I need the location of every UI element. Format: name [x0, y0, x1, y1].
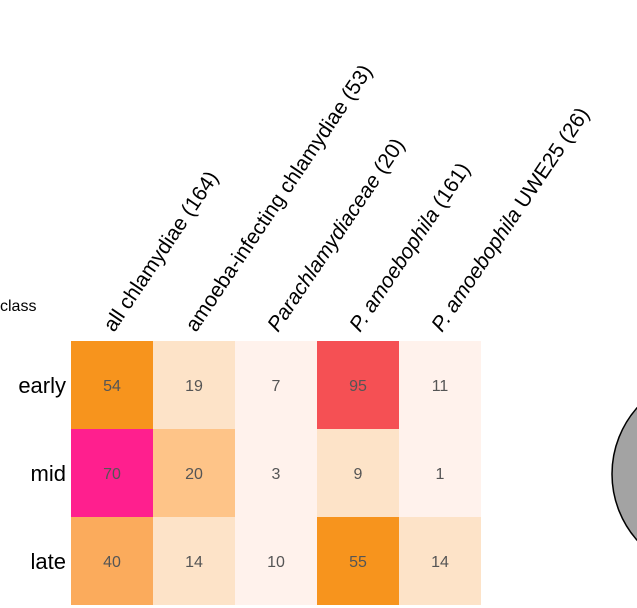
cell-value-early-1: 54 [103, 378, 121, 395]
heatmap-cell-late-1 [71, 517, 153, 605]
heatmap-cell-late-4 [317, 517, 399, 605]
row-labels: early mid late [18, 373, 66, 574]
heatmap-cell-mid-5 [399, 429, 481, 517]
cell-value-mid-2: 20 [185, 466, 203, 483]
cell-value-mid-3: 3 [272, 466, 281, 483]
heatmap-cell-late-2 [153, 517, 235, 605]
cell-value-early-4: 95 [349, 378, 367, 395]
heatmap-cell-mid-3 [235, 429, 317, 517]
partial-circle-marker [611, 406, 637, 542]
row-label-early: early [18, 373, 66, 398]
row-label-late: late [31, 549, 66, 574]
heatmap-cell-early-2 [153, 341, 235, 429]
cell-value-early-3: 7 [272, 378, 281, 395]
row-header-label: class [0, 298, 36, 315]
column-label-5: P. amoebophila UWE25 (26) [427, 104, 594, 336]
cell-value-mid-5: 1 [436, 466, 445, 483]
cell-value-early-2: 19 [185, 378, 203, 395]
cell-value-late-2: 14 [185, 554, 203, 571]
heatmap-cell-early-1 [71, 341, 153, 429]
cell-value-late-5: 14 [431, 554, 449, 571]
heatmap-cells [71, 341, 481, 605]
heatmap-cell-mid-2 [153, 429, 235, 517]
cell-value-mid-1: 70 [103, 466, 121, 483]
heatmap-cell-early-4 [317, 341, 399, 429]
heatmap-cell-late-3 [235, 517, 317, 605]
heatmap-cell-mid-1 [71, 429, 153, 517]
heatmap-cell-late-5 [399, 517, 481, 605]
heatmap-cell-values: 54 19 7 95 11 70 20 3 9 1 40 14 10 55 14 [103, 378, 449, 571]
cell-value-late-1: 40 [103, 554, 121, 571]
column-label-3: Parachlamydiaceae (20) [263, 134, 409, 336]
heatmap-cell-mid-4 [317, 429, 399, 517]
column-labels: all chlamydiae (164)amoeba-infecting chl… [99, 61, 594, 336]
row-label-mid: mid [31, 461, 66, 486]
cell-value-late-3: 10 [267, 554, 285, 571]
cell-value-mid-4: 9 [354, 466, 363, 483]
heatmap-cell-early-5 [399, 341, 481, 429]
cell-value-early-5: 11 [432, 378, 449, 395]
cell-value-late-4: 55 [349, 554, 367, 571]
heatmap-cell-early-3 [235, 341, 317, 429]
